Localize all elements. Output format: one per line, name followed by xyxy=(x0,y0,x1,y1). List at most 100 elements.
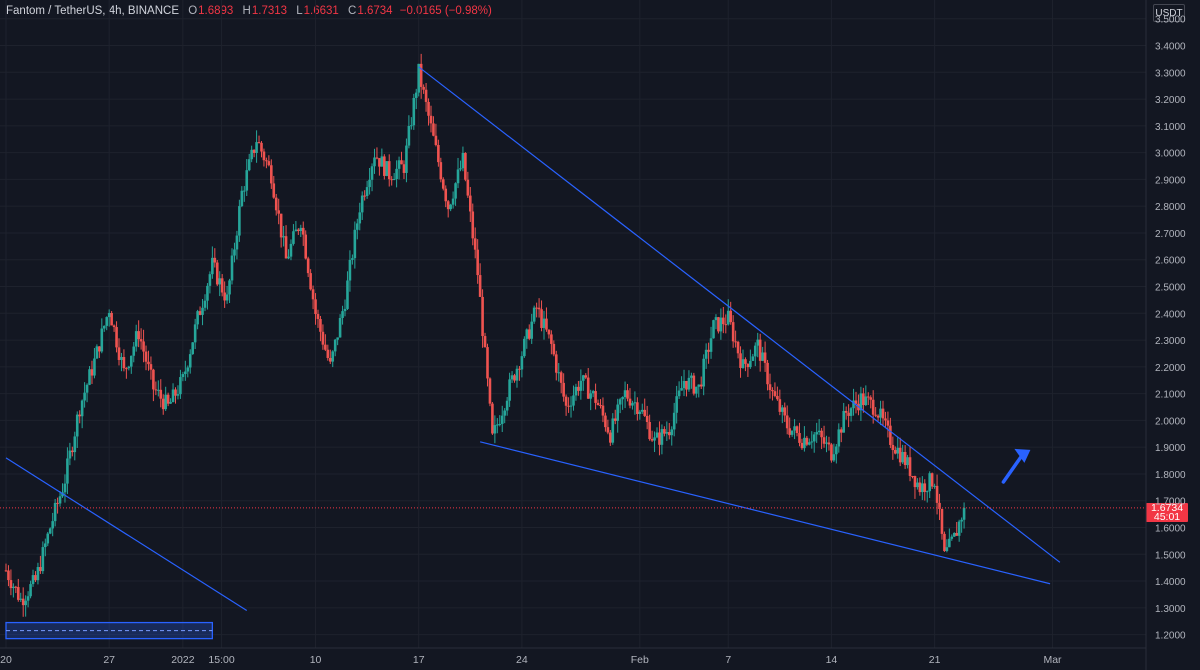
candle-body xyxy=(427,101,430,116)
candle-body xyxy=(491,403,494,434)
candle-body xyxy=(34,575,37,581)
candle-body xyxy=(746,363,750,368)
candle-body xyxy=(24,600,27,606)
candle-body xyxy=(282,236,285,238)
candle-body xyxy=(446,201,450,210)
candle-body xyxy=(405,145,408,173)
candle-body xyxy=(758,339,762,361)
candle-body xyxy=(849,408,853,416)
candle-body xyxy=(301,227,305,235)
candle-body xyxy=(78,414,81,417)
candle-body xyxy=(876,415,880,418)
candle-body xyxy=(341,311,344,318)
candle-body xyxy=(903,451,907,466)
candle-body xyxy=(913,476,917,488)
candle-body xyxy=(950,536,954,539)
y-tick-label: 1.2000 xyxy=(1155,631,1186,642)
candle-body xyxy=(911,475,914,477)
candle-body xyxy=(778,399,782,412)
y-tick-label: 2.5000 xyxy=(1155,283,1186,294)
candle-body xyxy=(771,390,774,392)
drawings-layer[interactable] xyxy=(0,66,1146,612)
candle-body xyxy=(798,433,801,443)
candle-body xyxy=(159,389,163,399)
candle-body xyxy=(817,430,821,433)
candle-body xyxy=(788,428,791,435)
candle-body xyxy=(940,508,944,534)
candle-body xyxy=(832,454,836,461)
candle-body xyxy=(500,415,504,424)
candle-body xyxy=(397,160,401,169)
candle-body xyxy=(768,384,772,391)
candle-body xyxy=(795,426,799,434)
candle-body xyxy=(414,92,418,98)
candle-body xyxy=(188,354,192,368)
arrow-head-icon xyxy=(1014,448,1031,463)
currency-button[interactable]: USDT xyxy=(1153,4,1185,22)
candle-body xyxy=(309,273,312,290)
candle-body xyxy=(139,339,143,342)
candle-body xyxy=(201,307,204,315)
candle-body xyxy=(579,380,583,391)
candle-body xyxy=(44,543,47,548)
candle-body xyxy=(724,324,728,326)
candle-body xyxy=(461,152,465,169)
candle-body xyxy=(488,378,492,404)
symbol-title[interactable]: Fantom / TetherUS, 4h, BINANCE xyxy=(6,5,179,17)
candle-body xyxy=(402,164,406,173)
candle-body xyxy=(252,149,256,153)
candle-body xyxy=(53,502,57,522)
candle-body xyxy=(48,528,52,534)
candle-body xyxy=(368,179,371,188)
candle-body xyxy=(380,156,384,167)
candle-body xyxy=(4,570,8,572)
candle-body xyxy=(896,447,900,454)
candle-body xyxy=(599,405,602,407)
candle-body xyxy=(859,393,863,411)
countdown-timer: 45:01 xyxy=(1153,511,1181,523)
candle-body xyxy=(331,351,335,362)
y-tick-label: 3.5000 xyxy=(1155,15,1186,26)
candle-body xyxy=(567,405,570,407)
candle-body xyxy=(299,227,303,232)
candle-body xyxy=(191,342,195,355)
candle-body xyxy=(704,349,708,359)
candle-body xyxy=(292,231,295,244)
candle-body xyxy=(16,587,20,600)
x-tick-label: 17 xyxy=(413,654,425,666)
candle-body xyxy=(432,123,435,136)
candle-body xyxy=(776,395,779,400)
candle-body xyxy=(525,329,529,339)
candle-body xyxy=(510,375,514,380)
candle-body xyxy=(196,311,199,325)
candle-body xyxy=(532,307,536,322)
candle-body xyxy=(916,482,919,488)
candle-body xyxy=(852,400,855,409)
candle-body xyxy=(449,204,452,210)
candle-body xyxy=(540,309,543,328)
candle-body xyxy=(125,368,128,370)
candle-body xyxy=(611,418,615,443)
x-tick-label: 21 xyxy=(929,654,941,666)
candle-body xyxy=(952,532,956,537)
candle-body xyxy=(574,386,578,396)
candle-body xyxy=(360,195,364,213)
candle-body xyxy=(321,331,325,345)
grid-layer xyxy=(0,0,1146,648)
candle-body xyxy=(351,258,354,260)
candle-body xyxy=(815,432,818,435)
candle-body xyxy=(471,211,475,239)
candle-body xyxy=(444,188,448,202)
candle-body xyxy=(660,429,664,445)
candle-body xyxy=(412,97,416,126)
candle-body xyxy=(928,473,931,492)
candle-body xyxy=(513,375,516,381)
y-tick-label: 1.7000 xyxy=(1155,497,1186,508)
candle-body xyxy=(562,382,565,397)
x-tick-label: 15:00 xyxy=(208,654,234,666)
candle-body xyxy=(714,317,718,321)
trendline-3 xyxy=(5,457,248,612)
candle-body xyxy=(238,206,241,236)
